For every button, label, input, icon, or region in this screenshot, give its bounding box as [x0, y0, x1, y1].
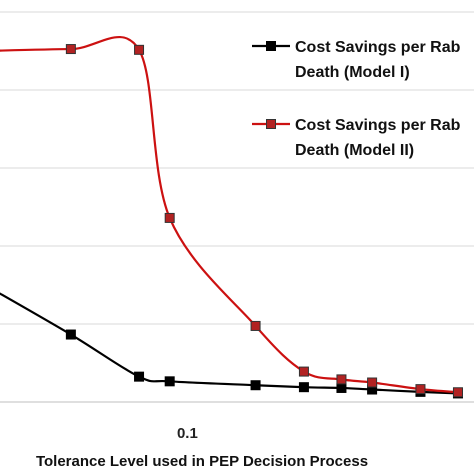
series-layer: [0, 36, 463, 399]
data-point-model-1: [298, 382, 309, 393]
legend: Cost Savings per Rab Death (Model I) Cost …: [252, 39, 461, 159]
data-point-model-1: [250, 380, 261, 391]
data-point-model-1: [134, 371, 145, 382]
legend-label-model-1: Death (Model I): [295, 64, 410, 81]
data-point-model-2: [367, 377, 378, 388]
x-axis-title: Tolerance Level used in PEP Decision Pro…: [36, 453, 368, 470]
data-point-model-1: [65, 329, 76, 340]
data-point-model-2: [298, 366, 309, 377]
data-point-model-1: [164, 376, 175, 387]
legend-label-model-1: Cost Savings per Rab: [295, 39, 461, 56]
data-point-model-2: [250, 320, 261, 331]
series-line-model-1: [0, 292, 459, 395]
x-tick-label: 0.1: [177, 425, 198, 442]
data-point-model-1: [336, 382, 347, 393]
legend-marker-model-1: [266, 41, 276, 51]
gridlines: [0, 11, 474, 325]
data-point-model-2: [164, 212, 175, 223]
legend-label-model-2: Death (Model II): [295, 142, 414, 159]
x-axis-ticks: 0.1: [177, 425, 198, 442]
legend-marker-model-2: [266, 119, 276, 129]
data-point-model-2: [415, 384, 426, 395]
legend-label-model-2: Cost Savings per Rab: [295, 117, 461, 134]
data-point-model-2: [452, 387, 463, 398]
data-point-model-2: [65, 44, 76, 55]
data-point-model-2: [134, 44, 145, 55]
data-point-model-2: [336, 374, 347, 385]
